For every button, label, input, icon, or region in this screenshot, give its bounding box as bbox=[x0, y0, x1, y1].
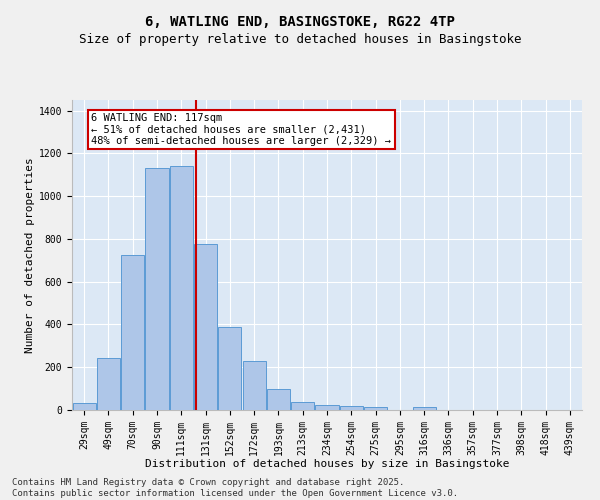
Bar bbox=[291, 402, 314, 410]
Bar bbox=[316, 404, 338, 410]
Bar bbox=[267, 388, 290, 410]
Text: Contains HM Land Registry data © Crown copyright and database right 2025.
Contai: Contains HM Land Registry data © Crown c… bbox=[12, 478, 458, 498]
Text: 6 WATLING END: 117sqm
← 51% of detached houses are smaller (2,431)
48% of semi-d: 6 WATLING END: 117sqm ← 51% of detached … bbox=[91, 113, 391, 146]
X-axis label: Distribution of detached houses by size in Basingstoke: Distribution of detached houses by size … bbox=[145, 459, 509, 469]
Bar bbox=[194, 244, 217, 410]
Bar bbox=[340, 406, 363, 410]
Bar bbox=[73, 402, 95, 410]
Bar bbox=[242, 361, 266, 410]
Bar bbox=[364, 407, 387, 410]
Bar bbox=[218, 326, 241, 410]
Text: 6, WATLING END, BASINGSTOKE, RG22 4TP: 6, WATLING END, BASINGSTOKE, RG22 4TP bbox=[145, 15, 455, 29]
Bar bbox=[121, 255, 144, 410]
Bar bbox=[413, 408, 436, 410]
Bar bbox=[170, 166, 193, 410]
Y-axis label: Number of detached properties: Number of detached properties bbox=[25, 157, 35, 353]
Bar bbox=[145, 168, 169, 410]
Text: Size of property relative to detached houses in Basingstoke: Size of property relative to detached ho… bbox=[79, 32, 521, 46]
Bar bbox=[97, 358, 120, 410]
